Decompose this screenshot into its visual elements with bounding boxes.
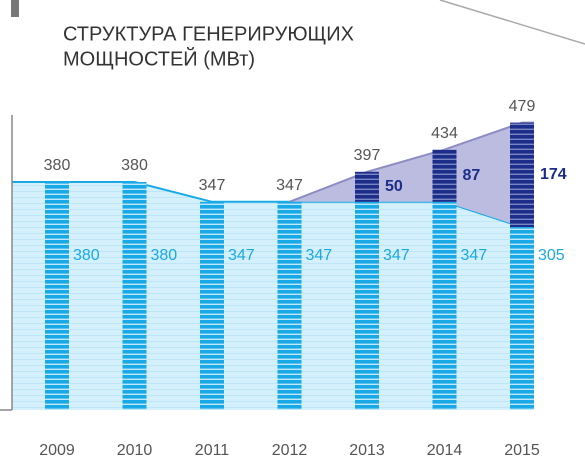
x-tick-label: 2012 [272,442,308,459]
total-label: 380 [121,157,148,174]
total-label: 347 [199,177,226,194]
total-label: 434 [431,125,458,142]
x-tick-label: 2009 [39,442,75,459]
bar [45,182,69,410]
decor-line [439,0,585,45]
bar [510,122,534,227]
bar [122,182,147,410]
plot: 380 380 2009 380 380 2010 347 347 2011 347 347 2012… [12,98,567,459]
bar [355,201,379,410]
bar [277,201,302,410]
value-label: 347 [461,247,488,264]
area [289,122,534,227]
value-label: 50 [385,178,403,195]
chart-title: СТРУКТУРА ГЕНЕРИРУЮЩИХ [63,23,354,45]
bar [510,227,534,410]
bar [432,149,457,202]
value-label: 305 [538,247,565,264]
value-label: 347 [383,247,410,264]
total-label: 380 [44,157,71,174]
bar [200,201,224,410]
total-label: 347 [276,177,303,194]
total-label: 397 [354,147,381,164]
x-tick-label: 2014 [427,442,463,459]
value-label: 347 [228,247,255,264]
chart-title: МОЩНОСТЕЙ (МВт) [63,46,255,70]
x-tick-label: 2011 [195,442,230,459]
bar [355,171,379,202]
value-label: 347 [306,247,333,264]
value-label: 380 [151,247,178,264]
bar [432,201,457,410]
x-tick-label: 2013 [349,442,385,459]
value-label: 87 [463,167,481,184]
value-label: 174 [540,166,567,183]
value-label: 380 [73,247,100,264]
x-tick-label: 2010 [117,442,153,459]
corner-mark [11,0,19,17]
x-tick-label: 2015 [504,442,540,459]
total-label: 479 [509,98,536,115]
